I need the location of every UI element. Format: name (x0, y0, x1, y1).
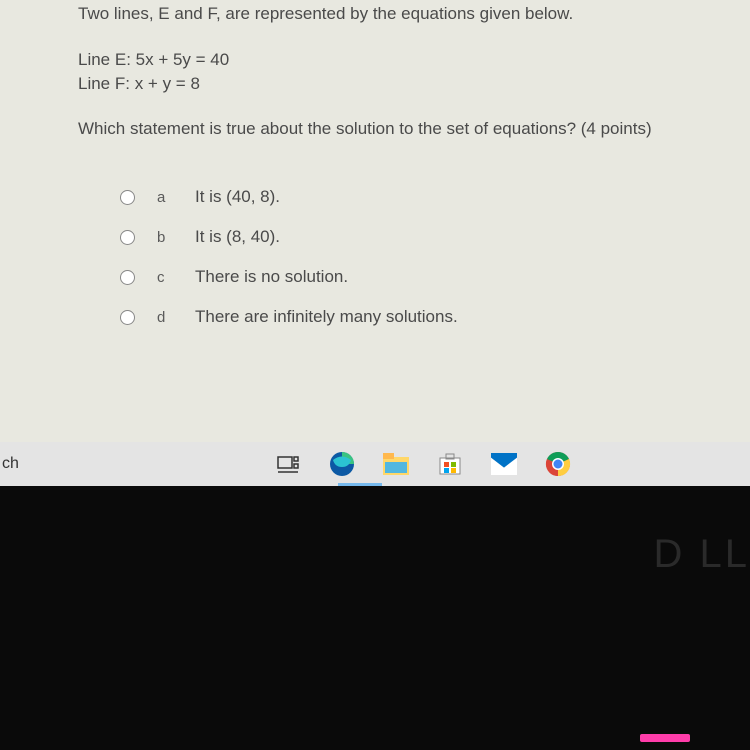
equations-block: Line E: 5x + 5y = 40 Line F: x + y = 8 (78, 48, 730, 96)
option-text: There are infinitely many solutions. (195, 307, 458, 327)
question-panel: Two lines, E and F, are represented by t… (0, 0, 750, 442)
option-c[interactable]: c There is no solution. (120, 257, 730, 297)
radio-icon[interactable] (120, 230, 135, 245)
option-text: It is (8, 40). (195, 227, 280, 247)
windows-taskbar[interactable]: ch (0, 442, 750, 486)
options-list: a It is (40, 8). b It is (8, 40). c Ther… (120, 177, 730, 337)
option-letter: b (135, 229, 195, 246)
laptop-bezel: D LL (0, 486, 750, 750)
option-letter: c (135, 269, 195, 286)
option-a[interactable]: a It is (40, 8). (120, 177, 730, 217)
line-e-equation: Line E: 5x + 5y = 40 (78, 48, 730, 72)
option-b[interactable]: b It is (8, 40). (120, 217, 730, 257)
line-f-equation: Line F: x + y = 8 (78, 72, 730, 96)
radio-icon[interactable] (120, 270, 135, 285)
question-intro: Two lines, E and F, are represented by t… (78, 0, 730, 26)
file-explorer-icon[interactable] (383, 451, 409, 477)
option-text: It is (40, 8). (195, 187, 280, 207)
radio-icon[interactable] (120, 190, 135, 205)
search-input-text[interactable]: ch (0, 455, 19, 473)
option-letter: d (135, 309, 195, 326)
chrome-icon[interactable] (545, 451, 571, 477)
taskbar-icons (275, 451, 571, 477)
question-prompt: Which statement is true about the soluti… (78, 117, 730, 141)
edge-icon[interactable] (329, 451, 355, 477)
dell-logo: D LL (654, 532, 750, 577)
option-d[interactable]: d There are infinitely many solutions. (120, 297, 730, 337)
pink-indicator (640, 734, 690, 742)
option-text: There is no solution. (195, 267, 348, 287)
option-letter: a (135, 189, 195, 206)
mail-icon[interactable] (491, 451, 517, 477)
radio-icon[interactable] (120, 310, 135, 325)
task-view-icon[interactable] (275, 451, 301, 477)
microsoft-store-icon[interactable] (437, 451, 463, 477)
